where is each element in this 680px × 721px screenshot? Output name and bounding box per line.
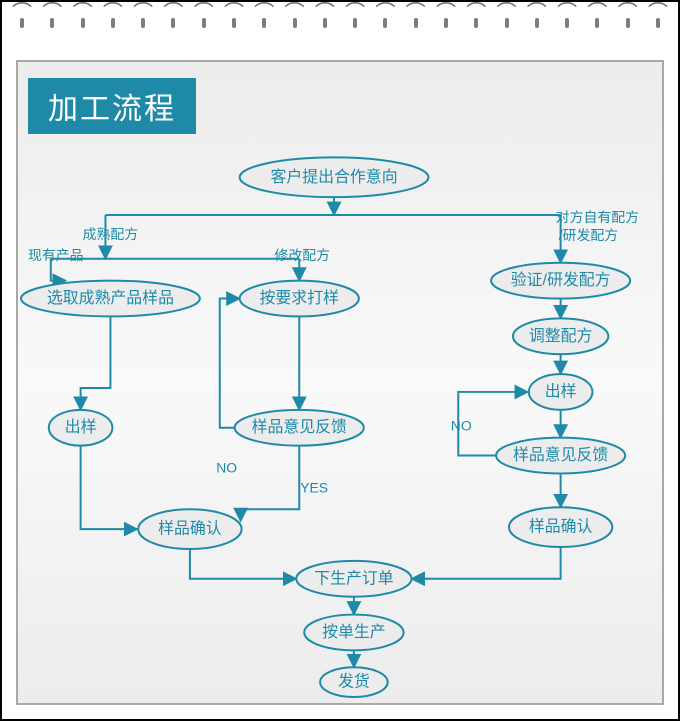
flow-node-label: 样品意见反馈 — [252, 417, 347, 436]
flow-node-n1a: 选取成熟产品样品 — [21, 281, 200, 317]
edge-label: 对方自有配方 — [556, 209, 639, 225]
flow-node-label: 选取成熟产品样品 — [47, 289, 174, 307]
spiral-ring: ⌒ — [165, 4, 181, 32]
flow-node-label: 出样 — [545, 382, 577, 400]
flow-node-label: 样品确认 — [529, 518, 593, 536]
flowchart-area: 加工流程 客户提出合作意向选取成熟产品样品按要求打样验证/研发配方出样样品意见反… — [16, 60, 664, 705]
flow-node-n4c: 样品意见反馈 — [496, 438, 625, 474]
flow-node-start: 客户提出合作意向 — [240, 157, 429, 197]
flow-node-label: 样品意见反馈 — [513, 445, 608, 464]
spiral-ring: ⌒ — [105, 4, 121, 32]
flow-node-label: 验证/研发配方 — [511, 271, 611, 289]
notebook-spiral-row: ⌒ ⌒ ⌒ ⌒ ⌒ ⌒ ⌒ ⌒ ⌒ ⌒ ⌒ ⌒ ⌒ ⌒ ⌒ ⌒ ⌒ ⌒ ⌒ ⌒ ⌒ ⌒ — [2, 2, 678, 44]
spiral-ring: ⌒ — [559, 4, 575, 32]
spiral-ring: ⌒ — [377, 4, 393, 32]
spiral-ring: ⌒ — [196, 4, 212, 32]
spiral-ring: ⌒ — [438, 4, 454, 32]
edge-label: NO — [216, 459, 237, 475]
flow-node-label: 按单生产 — [322, 623, 386, 641]
flow-node-label: 按要求打样 — [260, 289, 340, 307]
edge-label: 修改配方 — [274, 247, 330, 263]
edge-label: NO — [451, 418, 472, 434]
spiral-ring: ⌒ — [347, 4, 363, 32]
flow-node-label: 客户提出合作意向 — [270, 167, 397, 186]
flow-edge — [81, 446, 138, 529]
edge-label: 现有产品 — [28, 247, 84, 263]
flow-node-label: 出样 — [65, 418, 97, 436]
flow-node-n1c: 验证/研发配方 — [491, 263, 630, 299]
flow-node-label: 下生产订单 — [314, 569, 394, 587]
flow-node-label: 调整配方 — [529, 327, 593, 345]
flow-node-n2a: 出样 — [49, 410, 113, 446]
flow-node-n2c: 调整配方 — [513, 318, 608, 354]
flow-node-n5c: 样品确认 — [509, 507, 612, 547]
flow-node-n2b: 样品意见反馈 — [235, 410, 364, 446]
flow-edge — [412, 547, 561, 579]
spiral-ring: ⌒ — [317, 4, 333, 32]
spiral-ring: ⌒ — [135, 4, 151, 32]
edge-label: 成熟配方 — [83, 226, 139, 242]
spiral-ring: ⌒ — [14, 4, 30, 32]
flow-node-n3c_out: 出样 — [529, 374, 593, 410]
spiral-ring: ⌒ — [75, 4, 91, 32]
flow-node-order: 下生产订单 — [296, 561, 411, 597]
flow-node-n1b: 按要求打样 — [240, 281, 359, 317]
spiral-ring: ⌒ — [44, 4, 60, 32]
flow-edge — [81, 316, 111, 409]
flow-edge — [190, 549, 296, 579]
spiral-ring: ⌒ — [226, 4, 242, 32]
spiral-ring: ⌒ — [468, 4, 484, 32]
spiral-ring: ⌒ — [650, 4, 666, 32]
edge-label: YES — [300, 479, 328, 495]
spiral-ring: ⌒ — [408, 4, 424, 32]
flowchart-svg: 客户提出合作意向选取成熟产品样品按要求打样验证/研发配方出样样品意见反馈调整配方… — [16, 60, 664, 705]
flow-node-n3a: 样品确认 — [138, 509, 241, 549]
spiral-ring: ⌒ — [589, 4, 605, 32]
spiral-ring: ⌒ — [256, 4, 272, 32]
spiral-ring: ⌒ — [620, 4, 636, 32]
edge-label: /研发配方 — [559, 227, 618, 243]
flow-node-label: 样品确认 — [158, 520, 222, 538]
flow-node-label: 发货 — [338, 673, 370, 691]
flow-edge — [241, 446, 300, 522]
spiral-ring: ⌒ — [499, 4, 515, 32]
spiral-ring: ⌒ — [529, 4, 545, 32]
flow-node-produce: 按单生产 — [304, 615, 403, 651]
spiral-ring: ⌒ — [287, 4, 303, 32]
flow-node-ship: 发货 — [320, 667, 388, 697]
flow-edge — [220, 299, 240, 428]
